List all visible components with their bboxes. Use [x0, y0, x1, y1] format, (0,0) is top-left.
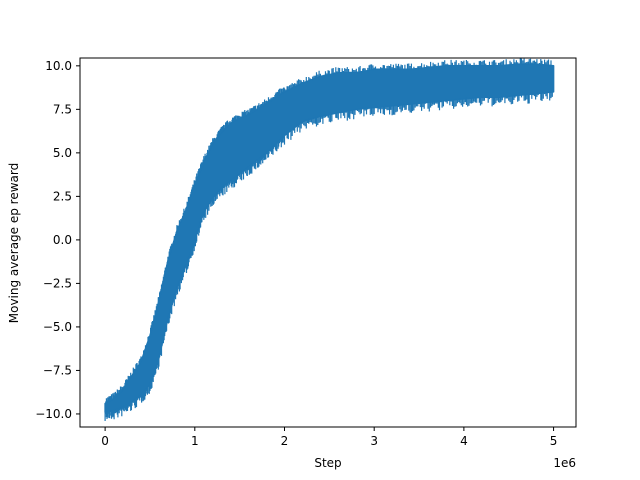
y-tick-label: 10.0 [45, 59, 72, 73]
y-tick-label: −2.5 [43, 276, 72, 290]
x-tick-label: 3 [370, 434, 378, 448]
x-tick-label: 5 [550, 434, 558, 448]
y-axis-label: Moving average ep reward [7, 163, 21, 323]
x-tick-label: 0 [101, 434, 109, 448]
y-axis-ticks: −10.0 −7.5 −5.0 −2.5 0.0 2.5 5.0 7.5 10.0 [35, 59, 80, 421]
y-tick-label: −10.0 [35, 407, 72, 421]
x-tick-label: 4 [460, 434, 468, 448]
axes-frame [79, 57, 577, 428]
y-tick-label: 2.5 [53, 189, 72, 203]
y-tick-label: 7.5 [53, 102, 72, 116]
y-tick-label: −5.0 [43, 320, 72, 334]
x-offset-label: 1e6 [553, 456, 576, 470]
y-tick-label: 0.0 [53, 233, 72, 247]
y-tick-label: 5.0 [53, 146, 72, 160]
y-tick-label: −7.5 [43, 363, 72, 377]
x-tick-label: 2 [281, 434, 289, 448]
x-tick-label: 1 [191, 434, 199, 448]
x-axis-label: Step [314, 456, 341, 470]
plot-area [104, 58, 555, 421]
x-axis-ticks: 0 1 2 3 4 5 [101, 427, 557, 448]
